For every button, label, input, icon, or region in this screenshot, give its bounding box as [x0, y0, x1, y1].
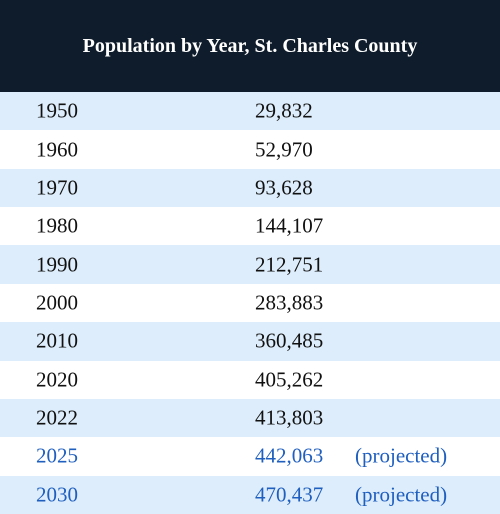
year-cell: 2020 [36, 367, 78, 392]
year-cell: 2010 [36, 328, 78, 353]
population-cell: 442,063 [255, 443, 324, 468]
population-cell: 52,970 [255, 137, 313, 162]
table-row: 2022 413,803 [0, 398, 500, 438]
year-cell: 2022 [36, 405, 78, 430]
population-cell: 470,437 [255, 482, 324, 507]
table-row: 1950 29,832 [0, 92, 500, 131]
population-cell: 93,628 [255, 175, 313, 200]
table-header: Population by Year, St. Charles County [0, 0, 500, 92]
table-title: Population by Year, St. Charles County [82, 34, 418, 57]
population-cell: 29,832 [255, 98, 313, 123]
year-cell: 1990 [36, 252, 78, 277]
year-cell: 1950 [36, 98, 78, 123]
table-row: 1960 52,970 [0, 130, 500, 168]
note-cell: (projected) [355, 482, 448, 507]
year-cell: 1960 [36, 137, 78, 162]
table-row: 1990 212,751 [0, 245, 500, 284]
table-row: 1980 144,107 [0, 207, 500, 245]
population-cell: 283,883 [255, 290, 324, 315]
year-cell: 2030 [36, 482, 78, 507]
table-row: 1970 93,628 [0, 168, 500, 208]
table-row: 2000 283,883 [0, 284, 500, 322]
population-cell: 405,262 [255, 367, 324, 392]
year-cell: 1970 [36, 175, 78, 200]
table-row: 2030 470,437 (projected) [0, 475, 500, 514]
table-row: 2020 405,262 [0, 361, 500, 399]
table-row: 2025 442,063 (projected) [0, 437, 500, 475]
year-cell: 2025 [36, 443, 78, 468]
year-cell: 2000 [36, 290, 78, 315]
population-cell: 360,485 [255, 328, 324, 353]
population-cell: 212,751 [255, 252, 324, 277]
note-cell: (projected) [355, 443, 448, 468]
population-cell: 144,107 [255, 213, 324, 238]
population-cell: 413,803 [255, 405, 324, 430]
year-cell: 1980 [36, 213, 78, 238]
table-row: 2010 360,485 [0, 322, 500, 361]
table-body: 1950 29,832 1960 52,970 1970 93,628 1980 144,10… [0, 92, 500, 514]
